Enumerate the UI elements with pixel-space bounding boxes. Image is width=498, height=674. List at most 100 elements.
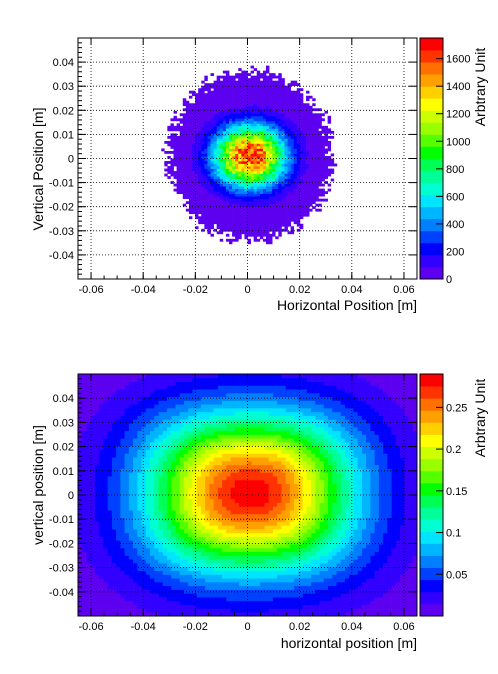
heatmap-cell <box>171 593 176 598</box>
heatmap-cell <box>158 472 164 477</box>
heatmap-cell <box>296 88 301 92</box>
heatmap-cell <box>232 155 236 159</box>
heatmap-cell <box>111 419 117 424</box>
heatmap-cell <box>179 517 185 522</box>
x-tick-label: -0.06 <box>78 284 103 296</box>
heatmap-cell <box>111 495 117 500</box>
heatmap-cell <box>82 442 87 447</box>
heatmap-cell <box>290 125 295 129</box>
heatmap-cell <box>162 510 168 515</box>
heatmap-cell <box>188 103 193 107</box>
heatmap-cell <box>111 404 117 409</box>
heatmap-cell <box>171 438 176 443</box>
heatmap-cell <box>216 135 221 139</box>
heatmap-cell <box>133 612 138 617</box>
heatmap-cell <box>166 495 172 500</box>
heatmap-cell <box>244 173 248 177</box>
heatmap-cell <box>306 155 310 159</box>
heatmap-cell <box>124 604 130 609</box>
heatmap-cell <box>196 479 202 485</box>
heatmap-cell <box>302 198 307 202</box>
heatmap-cell <box>188 150 193 154</box>
heatmap-cell <box>145 423 151 428</box>
heatmap-cell <box>213 123 218 127</box>
heatmap-cell <box>176 183 181 187</box>
heatmap-cell <box>219 206 224 210</box>
heatmap-cell <box>120 532 125 537</box>
heatmap-cell <box>195 166 199 169</box>
heatmap-cell <box>150 385 155 390</box>
heatmap-cell <box>120 608 125 613</box>
heatmap-cell <box>269 241 273 245</box>
heatmap-cell <box>128 491 134 496</box>
heatmap-cell <box>200 559 206 564</box>
heatmap-cell <box>299 198 304 202</box>
heatmap-cell <box>253 198 258 202</box>
heatmap-cell <box>253 183 258 187</box>
heatmap-cell <box>209 532 214 537</box>
heatmap-cell <box>253 128 258 132</box>
heatmap-cell <box>207 83 211 87</box>
heatmap-cell <box>124 464 130 469</box>
heatmap-cell <box>290 203 295 207</box>
heatmap-cell <box>229 130 233 134</box>
heatmap-cell <box>272 153 276 157</box>
heatmap-cell <box>107 381 113 386</box>
heatmap-cell <box>90 374 96 379</box>
heatmap-cell <box>225 186 230 189</box>
heatmap-cell <box>256 221 261 225</box>
heatmap-cell <box>103 476 109 481</box>
heatmap-cell <box>241 208 245 212</box>
heatmap-cell <box>309 173 313 177</box>
heatmap-cell <box>137 502 142 507</box>
heatmap-cell <box>175 460 181 466</box>
heatmap-cell <box>200 547 206 553</box>
heatmap-cell <box>120 396 125 401</box>
heatmap-cell <box>188 208 193 212</box>
heatmap-cell <box>222 138 227 142</box>
heatmap-cell <box>241 103 245 107</box>
heatmap-cell <box>196 408 202 413</box>
heatmap-cell <box>179 419 185 424</box>
heatmap-cell <box>284 125 288 129</box>
heatmap-cell <box>179 472 185 477</box>
heatmap-cell <box>213 173 218 177</box>
heatmap-cell <box>200 551 206 556</box>
heatmap-cell <box>179 578 185 583</box>
heatmap-cell <box>238 128 242 132</box>
heatmap-cell <box>315 188 319 192</box>
heatmap-cell <box>179 191 184 194</box>
heatmap-cell <box>188 506 193 511</box>
heatmap-cell <box>162 608 168 613</box>
heatmap-cell <box>290 90 295 94</box>
heatmap-cell <box>296 216 301 220</box>
heatmap-cell <box>120 525 125 530</box>
heatmap-cell <box>82 578 87 583</box>
heatmap-cell <box>179 581 185 587</box>
heatmap-cell <box>133 540 138 545</box>
heatmap-cell <box>278 181 282 184</box>
heatmap-cell <box>78 559 83 564</box>
heatmap-cell <box>262 140 267 144</box>
heatmap-cell <box>272 168 276 172</box>
heatmap-cell <box>247 203 251 207</box>
heatmap-cell <box>200 581 206 587</box>
heatmap-cell <box>209 525 214 530</box>
heatmap-cell <box>166 411 172 416</box>
heatmap-cell <box>207 145 211 149</box>
heatmap-cell <box>290 133 295 137</box>
heatmap-cell <box>171 581 176 587</box>
heatmap-cell <box>302 103 307 107</box>
heatmap-cell <box>315 208 319 212</box>
heatmap-cell <box>150 408 155 413</box>
heatmap-cell <box>183 404 189 409</box>
heatmap-cell <box>302 153 307 157</box>
heatmap-cell <box>111 430 117 435</box>
heatmap-cell <box>232 176 236 179</box>
heatmap-cell <box>150 559 155 564</box>
heatmap-cell <box>124 411 130 416</box>
heatmap-cell <box>275 130 279 134</box>
heatmap-cell <box>204 75 208 79</box>
heatmap-cell <box>321 166 325 169</box>
heatmap-cell <box>238 148 242 152</box>
